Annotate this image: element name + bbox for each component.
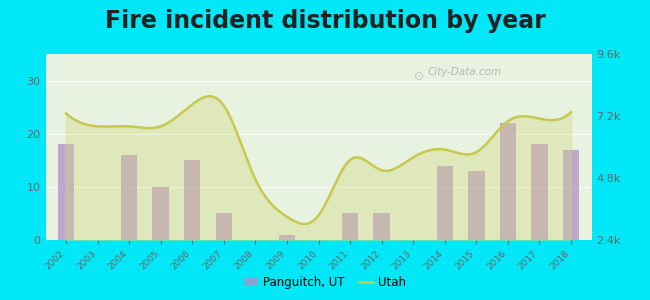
Text: ⊙: ⊙ [414, 70, 424, 83]
Bar [153, 187, 169, 240]
Bar [279, 235, 295, 240]
Bar [373, 213, 390, 240]
Bar [468, 171, 484, 240]
Bar [531, 144, 548, 240]
Bar [500, 123, 516, 240]
Bar [58, 144, 74, 240]
Bar [563, 150, 579, 240]
Bar [216, 213, 232, 240]
Bar [184, 160, 200, 240]
Bar [342, 213, 358, 240]
Text: Fire incident distribution by year: Fire incident distribution by year [105, 9, 545, 33]
Text: City-Data.com: City-Data.com [428, 67, 502, 77]
Bar [121, 155, 137, 240]
Legend: Panguitch, UT, Utah: Panguitch, UT, Utah [240, 272, 410, 294]
Bar [437, 166, 453, 240]
